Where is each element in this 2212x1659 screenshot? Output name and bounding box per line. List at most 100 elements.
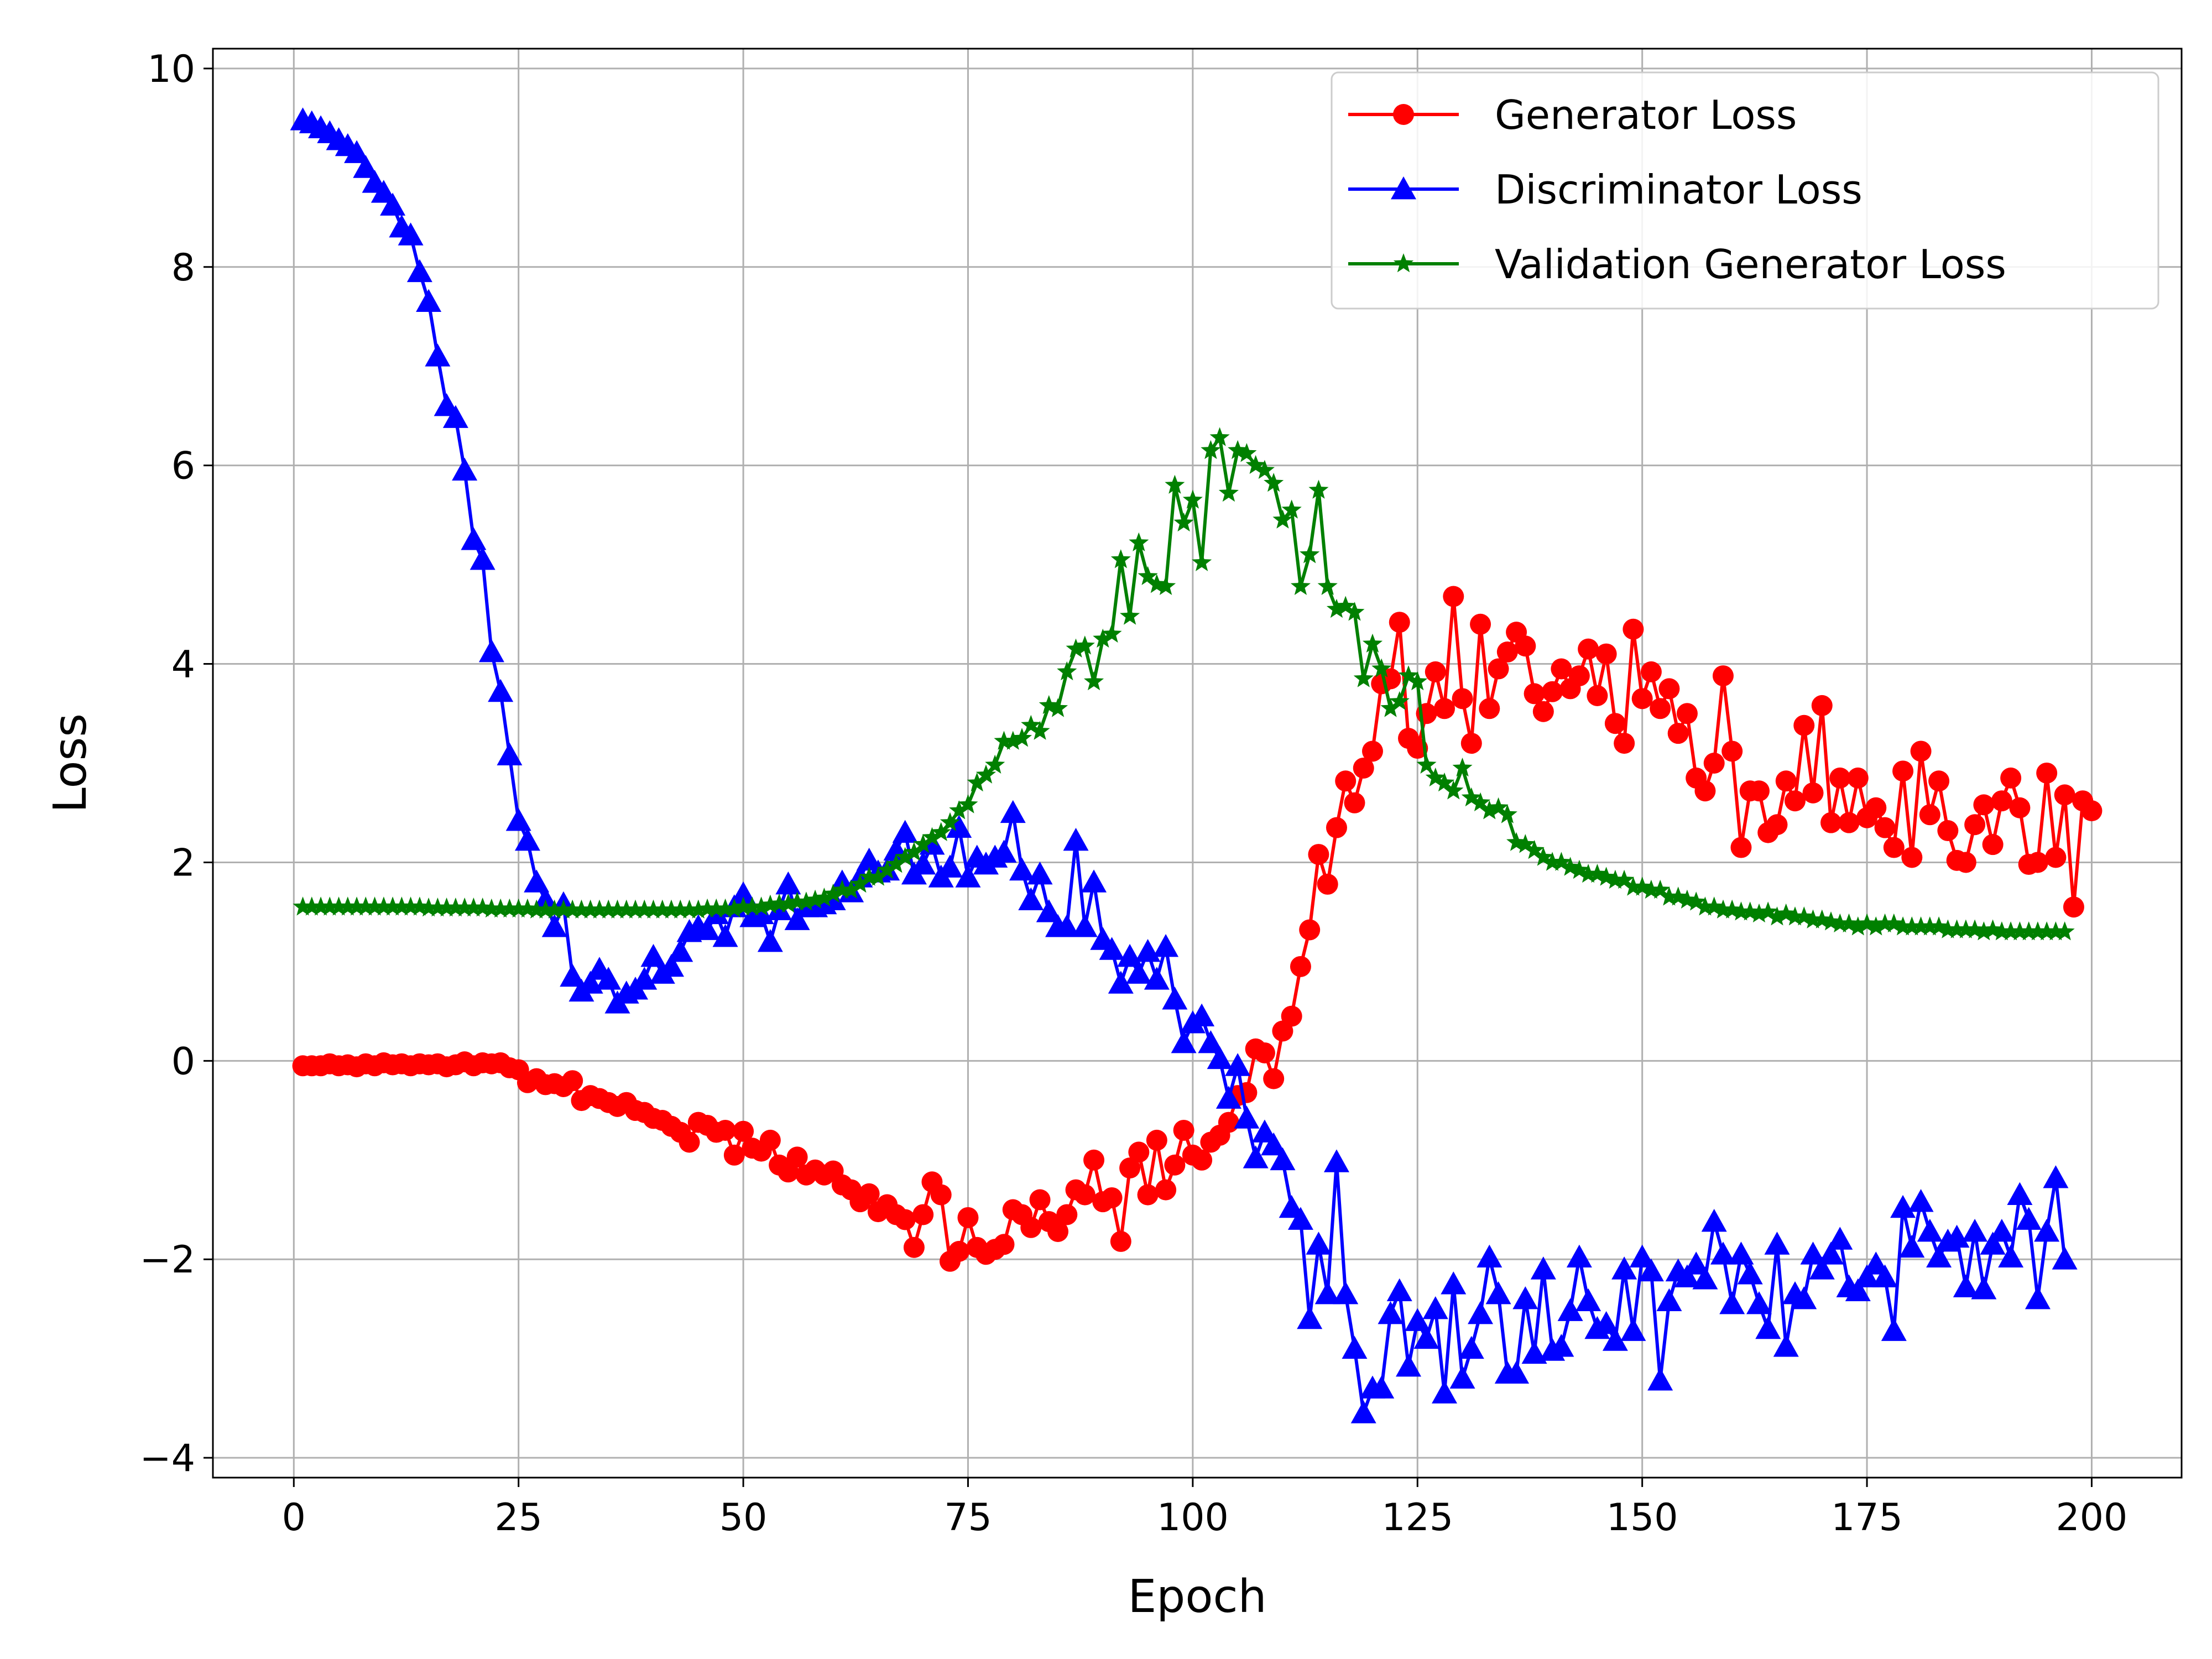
data-point [419, 898, 439, 917]
data-point [1512, 1286, 1538, 1310]
data-point [1389, 691, 1410, 711]
data-point [695, 917, 721, 940]
data-point [1575, 1288, 1601, 1311]
data-point [481, 898, 502, 918]
data-point [1884, 913, 1904, 933]
data-point [1335, 596, 1356, 615]
data-point [1542, 852, 1563, 871]
data-point [1748, 780, 1770, 802]
data-point [1785, 906, 1806, 926]
data-point [1369, 1375, 1395, 1399]
data-point [2007, 1182, 2033, 1205]
data-point [1919, 804, 1940, 826]
data-point [1955, 852, 1976, 873]
legend-marker [1393, 104, 1414, 125]
data-point [1460, 733, 1482, 754]
data-point [1468, 1301, 1494, 1324]
data-point [712, 924, 738, 947]
data-point [1548, 1334, 1574, 1357]
data-point [571, 899, 592, 919]
data-point [425, 343, 451, 367]
data-point [2046, 921, 2066, 941]
data-point [311, 896, 331, 916]
legend-item: Validation Generator Loss [1348, 241, 2006, 288]
data-point [1551, 658, 1572, 680]
data-point [679, 899, 700, 919]
data-point [2018, 921, 2039, 941]
data-point [1593, 1311, 1619, 1334]
data-point [760, 894, 780, 914]
data-point [1683, 1251, 1709, 1275]
data-point [1281, 1005, 1302, 1027]
x-tick-label: 125 [1381, 1496, 1453, 1540]
data-point [1620, 1318, 1646, 1341]
data-point [1791, 1286, 1817, 1310]
data-point [533, 887, 559, 911]
data-point [1201, 440, 1221, 460]
data-point [1892, 760, 1914, 782]
data-point [526, 899, 547, 919]
data-point [1207, 1046, 1233, 1070]
data-point [1631, 688, 1653, 709]
data-point [1047, 1220, 1069, 1242]
data-point [1775, 770, 1797, 792]
data-point [544, 899, 565, 919]
data-point [1425, 767, 1446, 787]
data-point [1488, 658, 1509, 680]
data-point [1746, 1291, 1772, 1314]
data-point [293, 896, 313, 916]
data-point [670, 899, 691, 919]
data-point [1306, 1232, 1332, 1255]
data-point [2025, 1286, 2051, 1310]
data-point [1317, 873, 1338, 895]
data-point [1335, 770, 1357, 792]
data-point [994, 731, 1014, 750]
data-point [560, 963, 586, 987]
data-point [1926, 1244, 1952, 1268]
data-point [1929, 916, 1949, 936]
data-point [1650, 879, 1671, 899]
data-point [1818, 1241, 1844, 1265]
data-point [469, 547, 495, 570]
data-point [1773, 1334, 1799, 1357]
data-point [1530, 1256, 1556, 1280]
data-point [353, 155, 379, 178]
data-point [814, 888, 834, 907]
data-point [442, 405, 468, 428]
data-point [903, 1237, 925, 1258]
data-point [1794, 906, 1814, 926]
data-point [409, 896, 430, 916]
data-point [1629, 1244, 1655, 1268]
data-point [1434, 698, 1455, 719]
data-point [416, 289, 442, 312]
data-point [1192, 552, 1212, 571]
data-point [1099, 937, 1125, 960]
data-point [715, 898, 735, 918]
y-tick-label: 10 [147, 48, 195, 91]
data-point [505, 808, 531, 831]
data-point [1964, 814, 1986, 836]
data-point [406, 259, 432, 283]
data-point [1074, 1184, 1095, 1206]
data-point [894, 1209, 916, 1230]
data-point [1845, 1278, 1871, 1302]
data-point [1470, 792, 1491, 812]
data-point [892, 820, 918, 843]
data-point [1766, 814, 1788, 836]
data-point [1072, 914, 1098, 937]
data-point [1479, 698, 1500, 719]
data-point [1299, 919, 1321, 941]
data-point [491, 898, 511, 918]
data-point [1847, 767, 1869, 789]
data-point [1146, 1129, 1167, 1151]
x-tick-label: 75 [944, 1496, 992, 1540]
data-point [1829, 767, 1851, 789]
data-point [946, 815, 972, 838]
data-point [2037, 921, 2057, 941]
data-point [1578, 864, 1599, 883]
series-line [302, 436, 2065, 934]
data-point [1865, 797, 1887, 818]
data-point [786, 1146, 808, 1168]
data-point [2036, 762, 2058, 784]
data-point [1198, 1030, 1224, 1053]
